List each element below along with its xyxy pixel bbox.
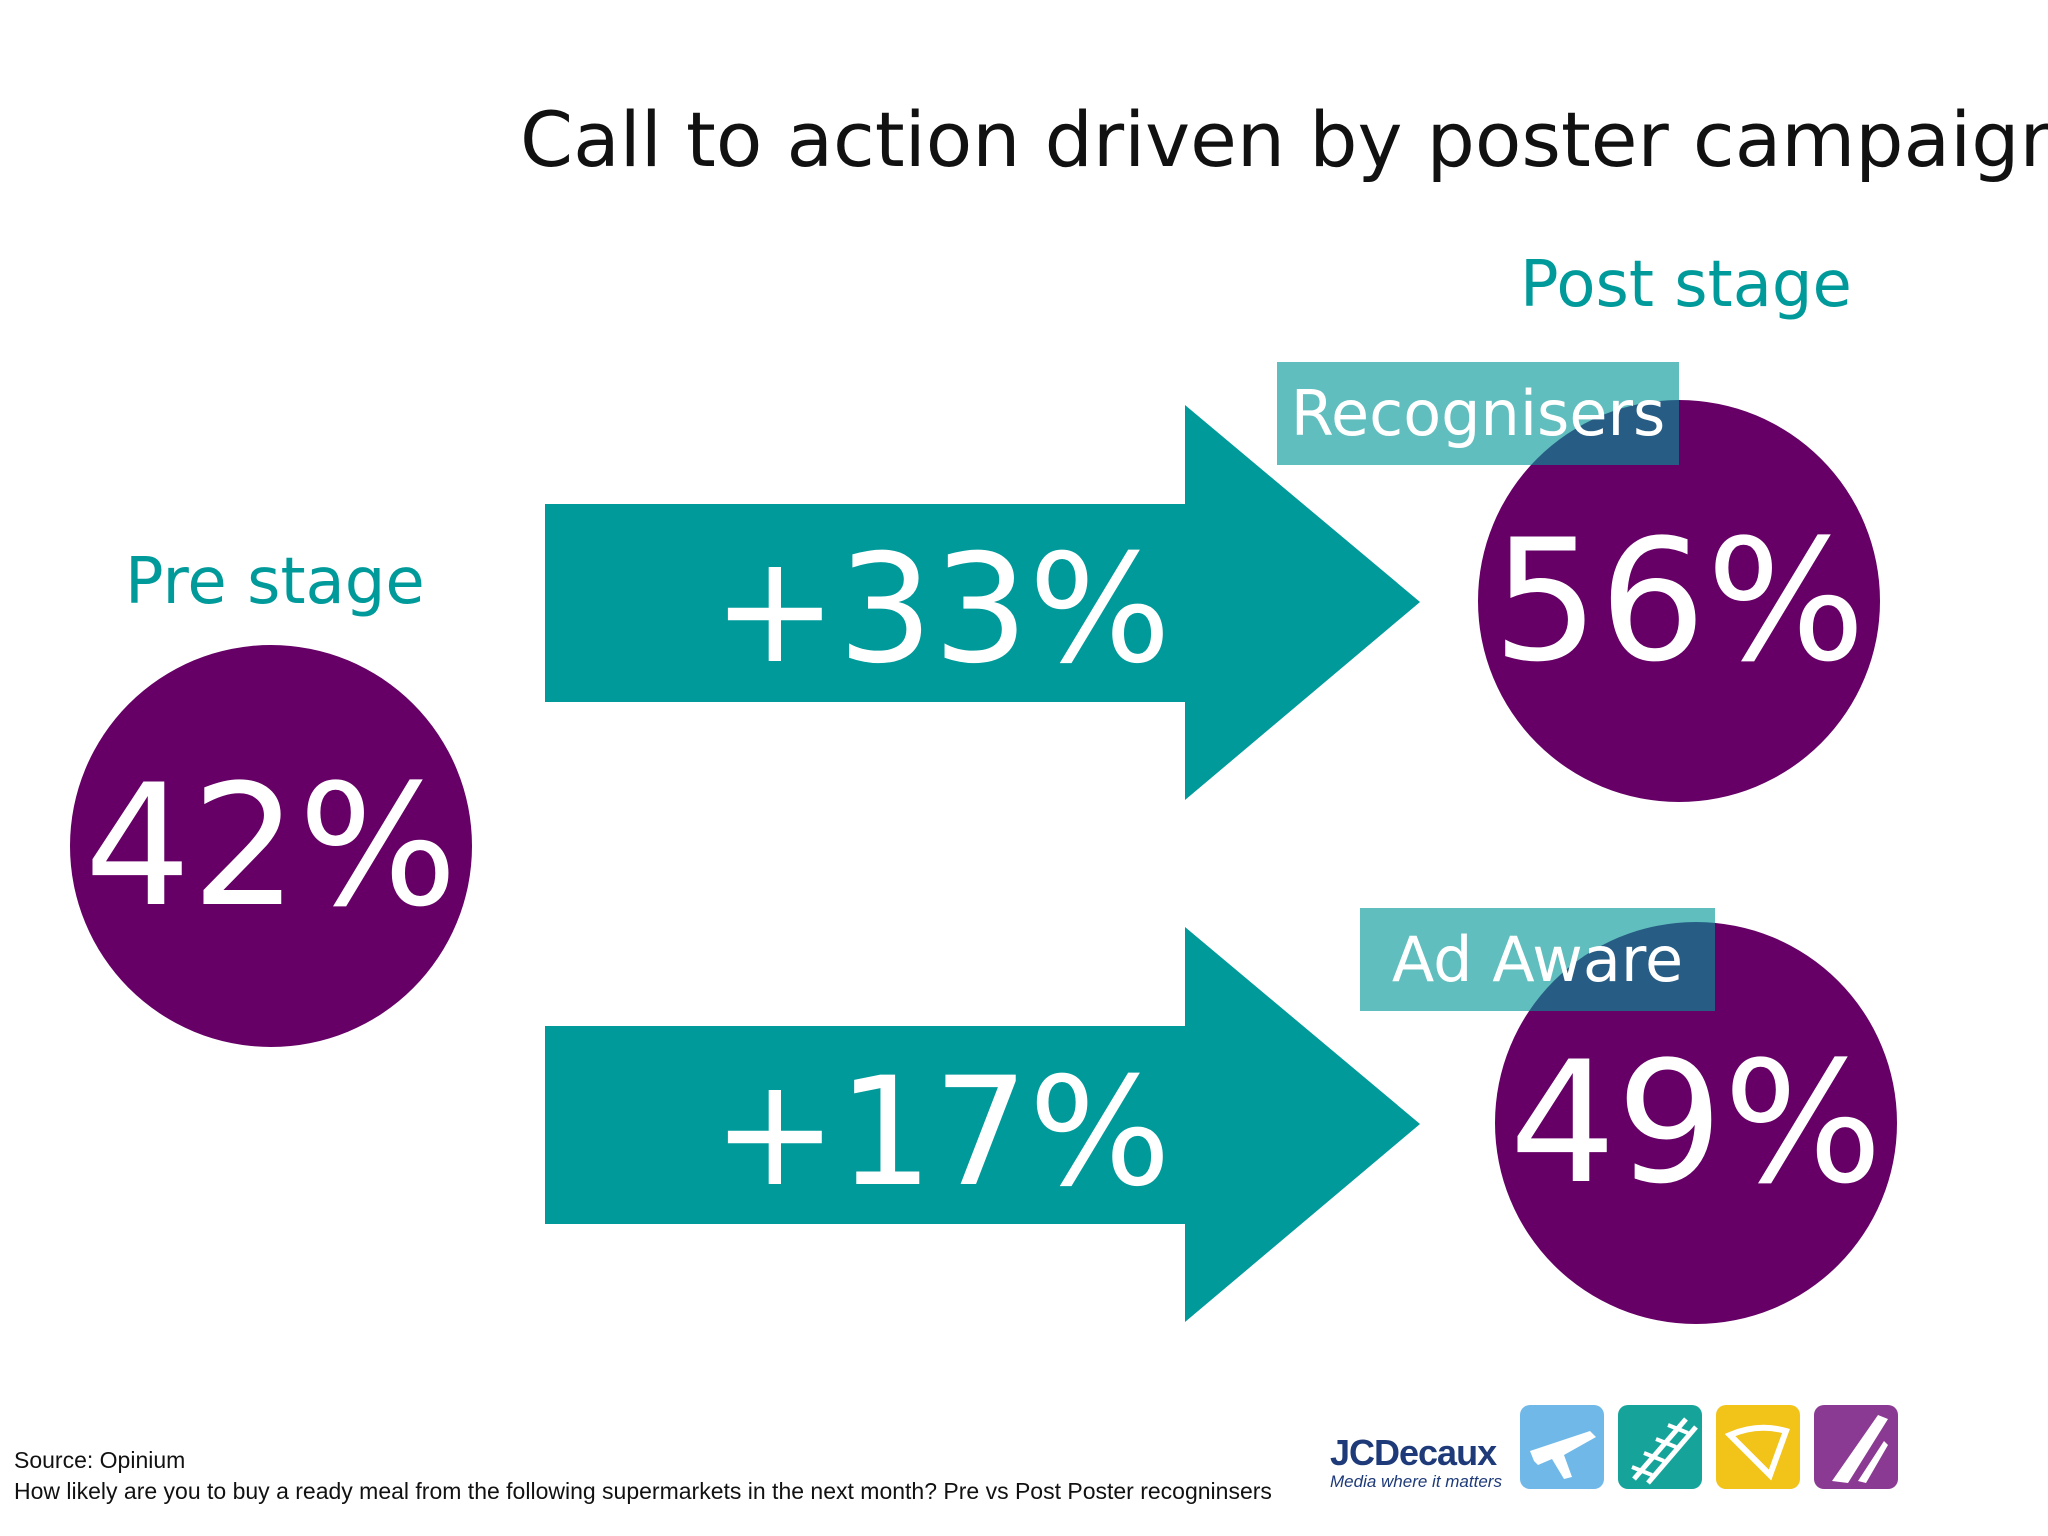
rail-track-icon — [1618, 1405, 1702, 1489]
logo-brand: JCDecaux — [1330, 1432, 1497, 1473]
recognisers-uplift: +33% — [712, 523, 1172, 697]
ad-aware-arrow — [545, 927, 1420, 1322]
post-stage-label: Post stage — [1520, 248, 1852, 322]
jcdecaux-logo: JCDecaux Media where it matters — [1330, 1432, 1502, 1492]
billboard-icon — [1716, 1405, 1800, 1489]
recognisers-circle: 56% — [1478, 400, 1880, 802]
recognisers-value: 56% — [1492, 503, 1866, 699]
source-text: Source: Opinium — [14, 1447, 186, 1473]
question-text: How likely are you to buy a ready meal f… — [14, 1478, 1272, 1504]
slide-title: Call to action driven by poster campaign — [520, 95, 2048, 184]
ad-aware-value: 49% — [1509, 1025, 1883, 1221]
road-icon — [1814, 1405, 1898, 1489]
pre-stage-label: Pre stage — [125, 545, 425, 619]
logo-tagline: Media where it matters — [1330, 1472, 1502, 1491]
pre-stage-circle: 42% — [70, 645, 472, 1047]
recognisers-arrow — [545, 405, 1420, 800]
ad-aware-tag: Ad Aware — [1360, 908, 1715, 1011]
footnote: Source: Opinium How likely are you to bu… — [14, 1445, 1314, 1507]
pre-stage-value: 42% — [84, 748, 458, 944]
ad-aware-uplift: +17% — [712, 1046, 1172, 1220]
airplane-icon — [1520, 1405, 1604, 1489]
recognisers-tag: Recognisers — [1277, 362, 1679, 465]
